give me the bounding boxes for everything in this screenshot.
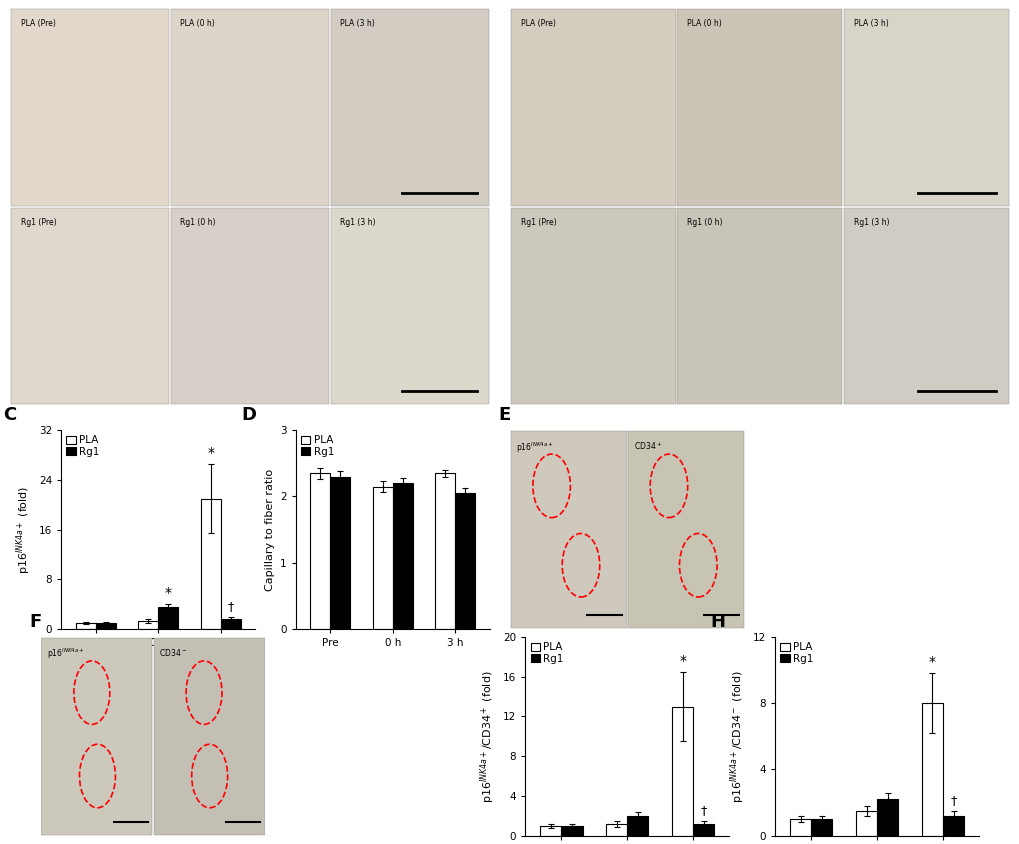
Text: Rg1 (3 h): Rg1 (3 h) (853, 218, 889, 227)
Text: H: H (709, 613, 725, 631)
Bar (672, 706, 693, 836)
Bar (158, 607, 178, 629)
Text: CD34$^-$: CD34$^-$ (159, 647, 187, 658)
Bar (560, 825, 582, 836)
Bar (677, 9, 842, 206)
Y-axis label: p16$^{INK4a+}$ (fold): p16$^{INK4a+}$ (fold) (14, 485, 34, 574)
Bar (330, 208, 488, 404)
Text: *: * (679, 654, 686, 668)
Text: p16$^{INK4a+}$: p16$^{INK4a+}$ (516, 441, 553, 455)
Y-axis label: Capillary to fiber ratio: Capillary to fiber ratio (264, 468, 274, 591)
Bar (392, 484, 413, 629)
Text: G: G (460, 613, 475, 631)
Text: Rg1 (Pre): Rg1 (Pre) (521, 218, 556, 227)
Bar (138, 621, 158, 629)
Text: Rg1 (0 h): Rg1 (0 h) (180, 218, 216, 227)
Legend: PLA, Rg1: PLA, Rg1 (528, 641, 565, 666)
Legend: PLA, Rg1: PLA, Rg1 (777, 641, 814, 666)
Text: CD34$^+$: CD34$^+$ (633, 441, 661, 452)
Bar (220, 619, 240, 629)
Text: A: A (3, 0, 17, 4)
Text: *: * (928, 656, 935, 669)
Bar (627, 815, 648, 836)
Y-axis label: p16$^{INK4a+}$/CD34$^-$ (fold): p16$^{INK4a+}$/CD34$^-$ (fold) (728, 670, 747, 803)
Text: †: † (700, 803, 706, 817)
Text: *: * (207, 446, 214, 461)
Bar (330, 9, 488, 206)
Bar (790, 819, 810, 836)
Bar (693, 824, 713, 836)
Bar (170, 208, 329, 404)
Legend: PLA, Rg1: PLA, Rg1 (299, 434, 335, 459)
Text: PLA (3 h): PLA (3 h) (853, 19, 888, 29)
Bar (843, 208, 1008, 404)
Legend: PLA, Rg1: PLA, Rg1 (64, 434, 101, 459)
Text: D: D (242, 406, 257, 425)
Bar (330, 477, 350, 629)
Bar (154, 638, 264, 835)
Text: *: * (164, 586, 171, 600)
Y-axis label: p16$^{INK4a+}$/CD34$^+$ (fold): p16$^{INK4a+}$/CD34$^+$ (fold) (478, 670, 497, 803)
Bar (843, 9, 1008, 206)
Bar (511, 9, 676, 206)
Text: †: † (950, 793, 956, 807)
Bar (876, 799, 898, 836)
Text: PLA (Pre): PLA (Pre) (521, 19, 555, 29)
Bar (42, 638, 152, 835)
Text: E: E (498, 406, 511, 425)
Bar (201, 499, 220, 629)
Text: PLA (Pre): PLA (Pre) (20, 19, 55, 29)
Bar (11, 9, 169, 206)
Bar (75, 623, 96, 629)
Text: PLA (3 h): PLA (3 h) (340, 19, 375, 29)
Bar (96, 623, 115, 629)
Text: Rg1 (3 h): Rg1 (3 h) (340, 218, 375, 227)
Bar (605, 824, 627, 836)
Bar (11, 208, 169, 404)
Bar (540, 825, 560, 836)
Text: PLA (0 h): PLA (0 h) (180, 19, 215, 29)
Bar (810, 819, 832, 836)
Text: C: C (3, 406, 16, 425)
Bar (628, 431, 743, 628)
Bar (921, 703, 943, 836)
Bar (511, 431, 626, 628)
Bar (943, 815, 963, 836)
Bar (310, 473, 330, 629)
Bar (511, 208, 676, 404)
Text: F: F (30, 613, 42, 631)
Text: p16$^{INK4a+}$: p16$^{INK4a+}$ (47, 647, 85, 662)
Bar (855, 811, 876, 836)
Text: Rg1 (Pre): Rg1 (Pre) (20, 218, 56, 227)
Text: B: B (502, 0, 516, 4)
Bar (372, 486, 392, 629)
Text: Rg1 (0 h): Rg1 (0 h) (687, 218, 722, 227)
Bar (454, 493, 475, 629)
Text: †: † (227, 600, 233, 613)
Bar (170, 9, 329, 206)
Bar (677, 208, 842, 404)
Text: PLA (0 h): PLA (0 h) (687, 19, 721, 29)
Bar (435, 473, 454, 629)
